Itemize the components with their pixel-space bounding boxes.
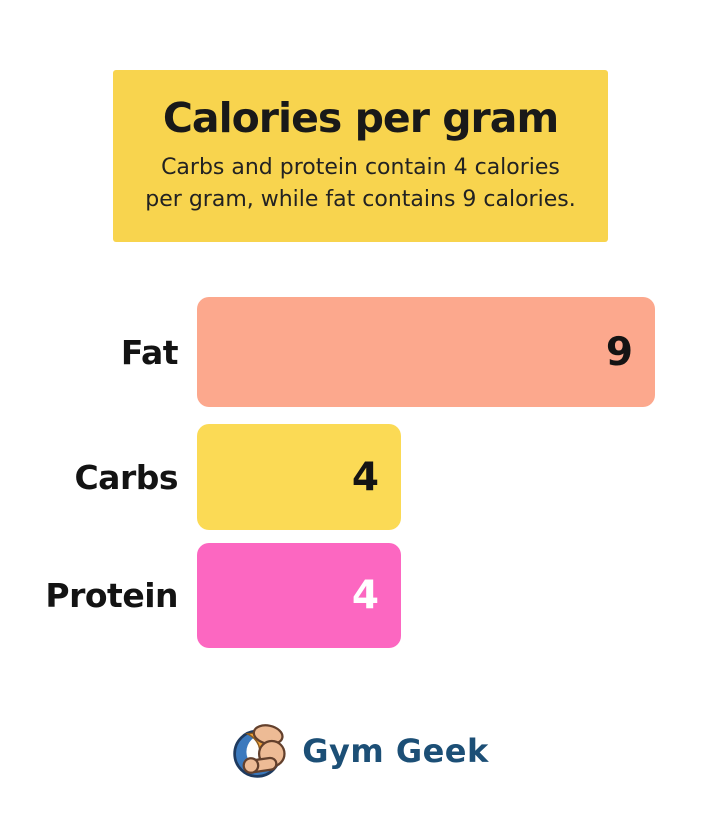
bar-row-fat: Fat 9 (0, 297, 720, 407)
bar-value-fat: 9 (605, 329, 633, 375)
brand-name: Gym Geek (302, 732, 489, 770)
bar-carbs: 4 (197, 424, 401, 530)
bar-value-carbs: 4 (351, 454, 379, 500)
chart-subtitle-line-2: per gram, while fat contains 9 calories. (145, 186, 576, 212)
category-label-carbs: Carbs (74, 457, 178, 497)
category-label-fat: Fat (120, 332, 179, 372)
bar-protein: 4 (197, 543, 401, 648)
gym-geek-logo-icon (233, 724, 286, 778)
bar-fat: 9 (197, 297, 655, 407)
bar-row-carbs: Carbs 4 (0, 424, 720, 530)
chart-subtitle: Carbs and protein contain 4 calories per… (145, 152, 575, 214)
bar-row-protein: Protein 4 (0, 543, 720, 648)
chart-subtitle-line-1: Carbs and protein contain 4 calories (161, 155, 560, 181)
chart-title: Calories per gram (162, 94, 559, 143)
brand-footer: Gym Geek (0, 718, 720, 784)
bar-value-protein: 4 (351, 573, 379, 618)
header-card: Calories per gram Carbs and protein cont… (113, 70, 608, 242)
category-label-protein: Protein (45, 576, 178, 615)
